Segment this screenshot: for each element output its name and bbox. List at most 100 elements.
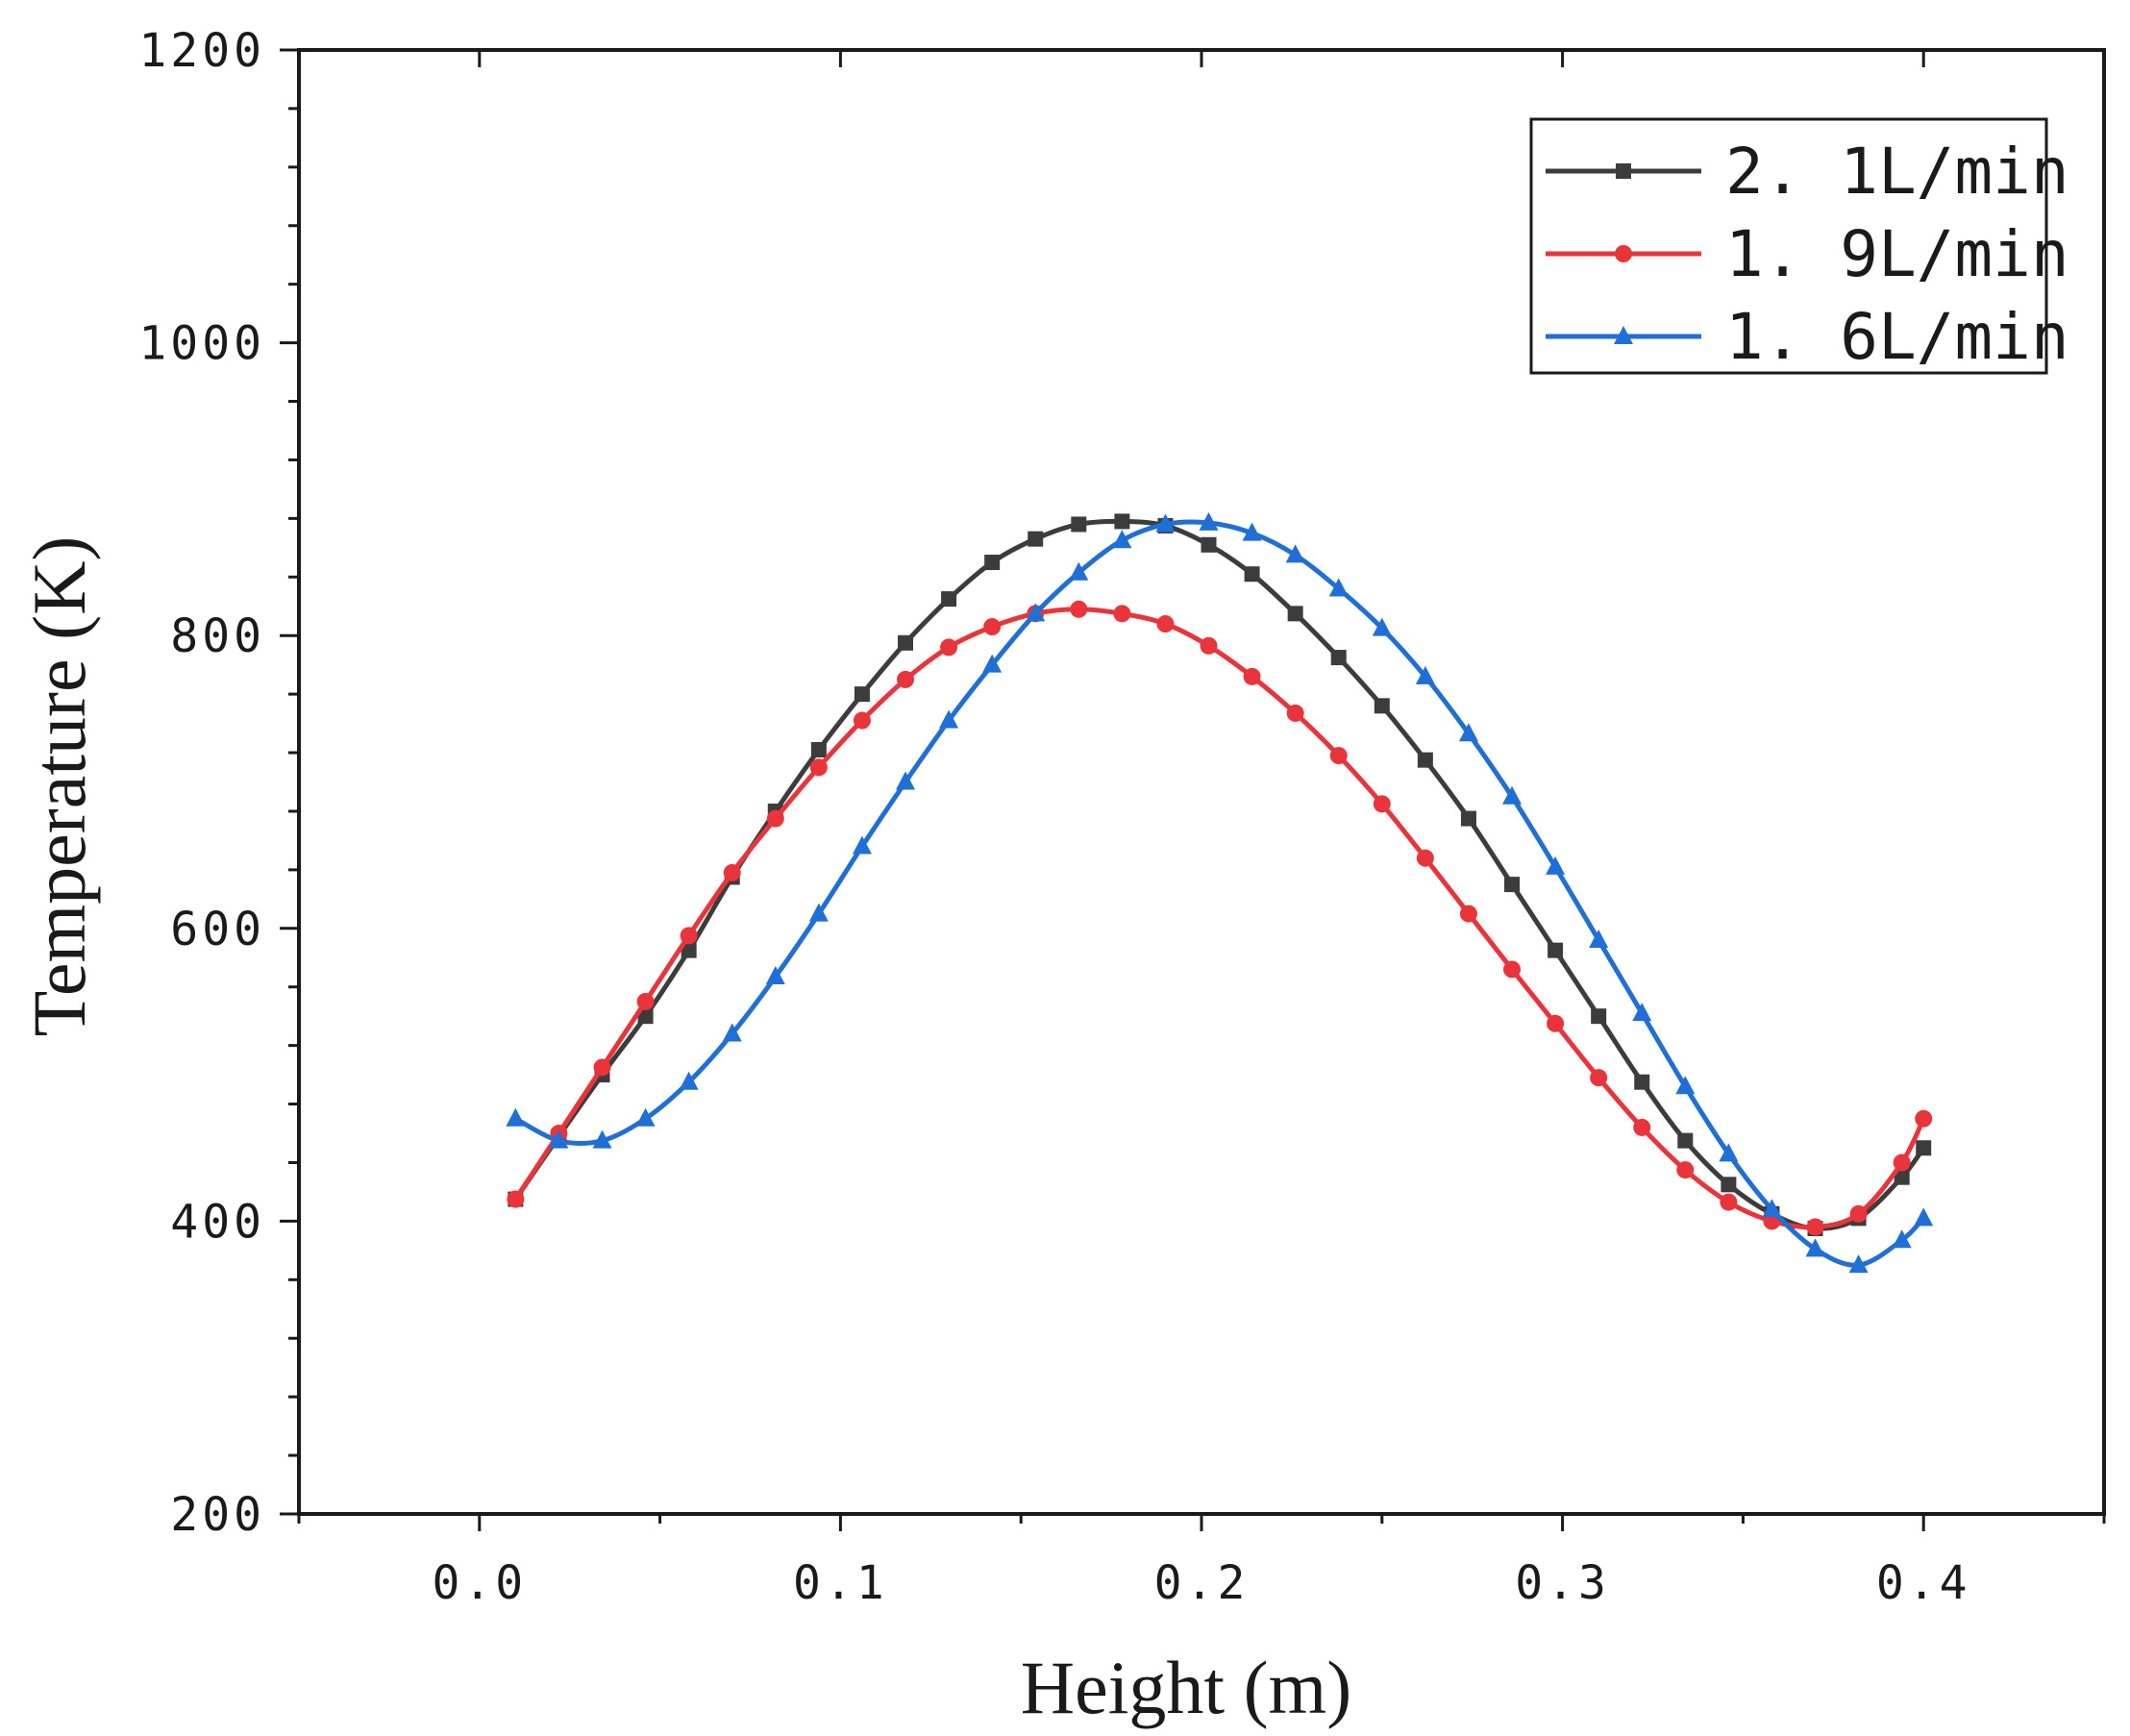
data-point	[636, 992, 655, 1010]
data-point	[1201, 536, 1217, 553]
data-point	[984, 555, 1001, 571]
data-point	[1374, 698, 1390, 714]
legend-item: 2. 1L/min	[1546, 135, 2069, 209]
data-point	[1915, 1109, 1933, 1128]
series-lines	[506, 511, 1934, 1274]
data-point	[1677, 1132, 1694, 1149]
data-point	[1806, 1218, 1824, 1236]
data-point	[1155, 513, 1176, 533]
data-point	[765, 966, 785, 985]
data-point	[507, 1190, 525, 1208]
data-point	[939, 709, 959, 729]
data-point	[897, 670, 915, 688]
data-point	[1028, 531, 1044, 547]
data-point	[1719, 1143, 1739, 1162]
data-point	[1914, 1207, 1934, 1227]
data-point	[1591, 1008, 1607, 1025]
data-point	[898, 634, 914, 651]
data-point	[982, 654, 1003, 673]
data-point	[1676, 1161, 1695, 1179]
legend-label: 1. 9L/min	[1725, 217, 2069, 291]
data-point	[722, 1023, 742, 1042]
data-point	[1805, 1238, 1825, 1257]
data-point	[679, 1071, 699, 1090]
data-point	[593, 1058, 611, 1077]
data-point	[1721, 1177, 1737, 1193]
legend-marker	[1616, 163, 1631, 179]
data-point	[1590, 1069, 1608, 1087]
data-point	[506, 1107, 526, 1127]
legend: 2. 1L/min 1. 9L/min 1. 6L/min	[1529, 117, 2069, 375]
data-point	[1547, 1014, 1565, 1032]
data-point	[1071, 516, 1087, 533]
data-point	[1458, 723, 1478, 742]
data-point	[1114, 513, 1130, 530]
data-point	[1916, 1140, 1932, 1156]
data-point	[1849, 1204, 1868, 1223]
data-point	[1633, 1118, 1651, 1136]
x-tick-label: 0.4	[1876, 1556, 1971, 1610]
data-point	[1417, 752, 1433, 768]
data-point	[940, 638, 958, 657]
series-line	[514, 519, 1926, 1268]
data-point	[592, 1129, 612, 1149]
data-point	[1502, 785, 1523, 805]
x-axis-label: Height (m)	[1021, 1646, 1351, 1729]
x-tick-label: 0.3	[1515, 1556, 1610, 1610]
data-point	[1416, 849, 1434, 867]
data-point	[809, 758, 828, 777]
data-point	[941, 591, 957, 608]
legend-label: 2. 1L/min	[1725, 135, 2069, 209]
legend-items: 2. 1L/min 1. 9L/min 1. 6L/min	[1546, 135, 2069, 374]
data-point	[1373, 795, 1391, 813]
data-point	[1243, 667, 1261, 685]
data-point	[1329, 747, 1348, 765]
legend-marker	[1615, 245, 1632, 262]
y-tick-label: 1000	[138, 317, 265, 371]
y-tick-label: 600	[170, 903, 265, 956]
data-point	[983, 618, 1002, 636]
y-axis-label: Temperature (K)	[17, 536, 101, 1037]
data-point	[1848, 1254, 1869, 1274]
data-point	[1892, 1229, 1912, 1249]
data-point	[854, 686, 870, 703]
data-point	[637, 1008, 654, 1025]
data-point	[1894, 1169, 1910, 1185]
data-point	[808, 903, 829, 922]
legend-marker	[1614, 326, 1633, 344]
legend-label: 1. 6L/min	[1725, 300, 2069, 374]
data-point	[1503, 960, 1522, 979]
data-point	[1634, 1074, 1650, 1090]
data-point	[1200, 636, 1218, 655]
data-point	[1589, 929, 1609, 948]
data-point	[1199, 511, 1219, 531]
data-point	[1632, 1003, 1652, 1022]
data-point	[1330, 650, 1347, 666]
x-tick-label: 0.0	[432, 1556, 527, 1610]
data-point	[1720, 1193, 1738, 1211]
y-tick-label: 200	[170, 1488, 265, 1542]
data-point	[681, 942, 697, 958]
data-point	[1504, 877, 1521, 893]
data-point	[1285, 544, 1305, 563]
data-point	[1415, 665, 1435, 684]
legend-item: 1. 6L/min	[1546, 300, 2069, 374]
data-point	[1893, 1153, 1911, 1172]
data-point	[810, 741, 827, 757]
data-point	[1460, 810, 1476, 827]
data-point	[1026, 603, 1046, 622]
data-point	[1242, 522, 1262, 541]
x-tick-label: 0.2	[1154, 1556, 1250, 1610]
data-point	[896, 771, 916, 790]
data-point	[1069, 561, 1089, 581]
data-point	[1546, 856, 1566, 875]
data-point	[1244, 566, 1260, 583]
data-point	[635, 1107, 656, 1127]
data-point	[852, 835, 872, 855]
legend-item: 1. 9L/min	[1546, 217, 2069, 291]
data-point	[1372, 617, 1392, 636]
data-point	[1675, 1076, 1696, 1095]
data-point	[1459, 905, 1477, 923]
